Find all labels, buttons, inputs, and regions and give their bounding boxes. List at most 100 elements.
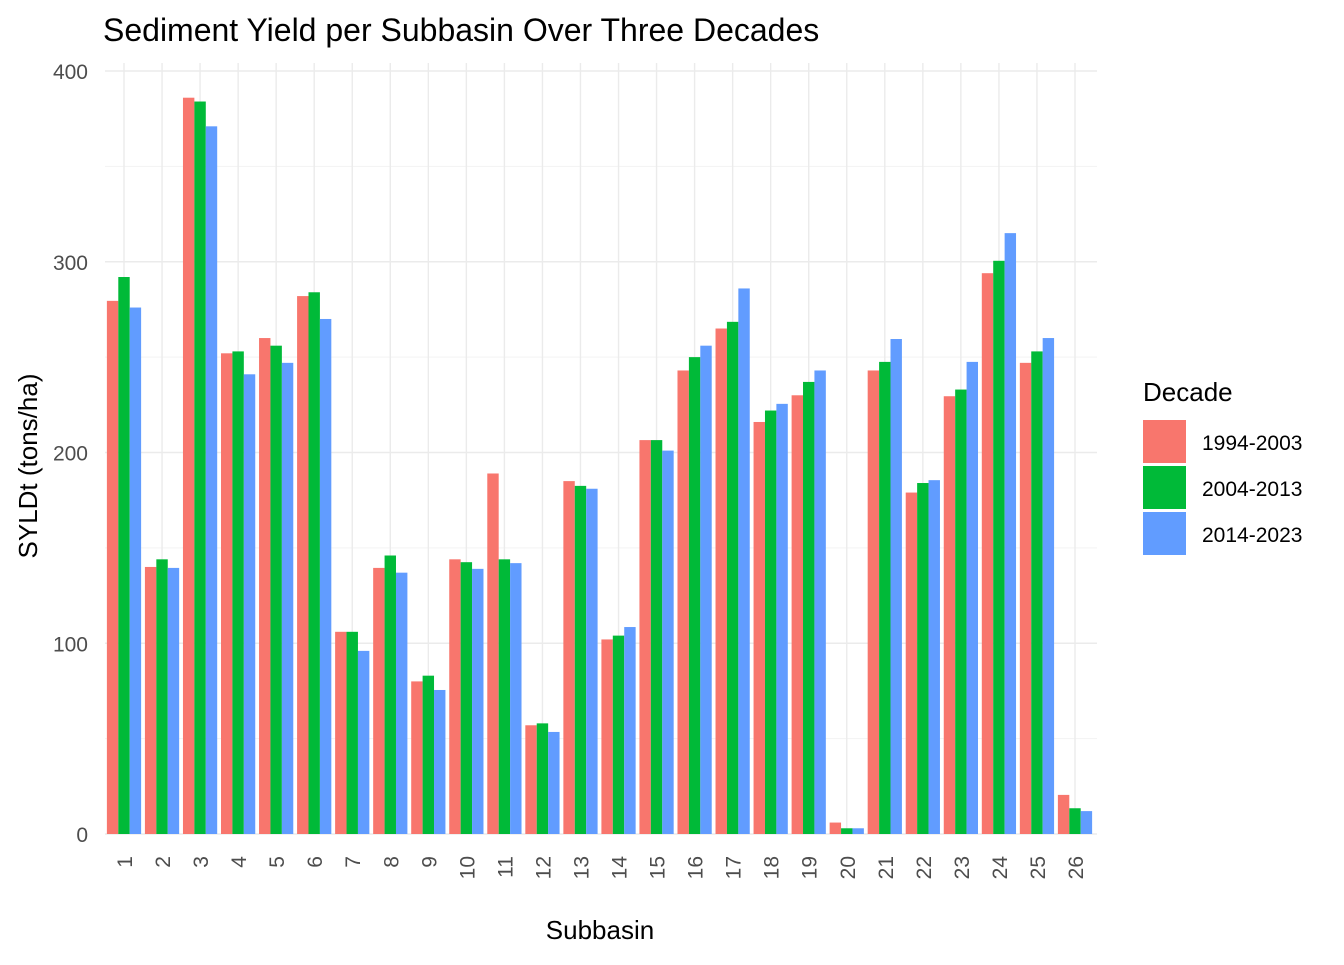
bar-2014-2023-subbasin-20 [852, 828, 864, 834]
bar-2004-2013-subbasin-4 [232, 351, 244, 834]
bar-2004-2013-subbasin-19 [803, 381, 815, 834]
bar-2014-2023-subbasin-4 [243, 374, 256, 834]
bar-2004-2013-subbasin-21 [879, 361, 891, 834]
bar-2014-2023-subbasin-19 [814, 370, 826, 834]
bar-2014-2023-subbasin-2 [167, 567, 180, 834]
x-tick-label: 11 [494, 856, 517, 878]
bar-2014-2023-subbasin-21 [890, 339, 902, 834]
x-tick-label: 4 [228, 856, 251, 868]
bar-2004-2013-subbasin-24 [993, 260, 1005, 834]
legend: Decade 1994-2003 2004-2013 2014-2023 [1143, 377, 1302, 555]
bar-2014-2023-subbasin-25 [1042, 338, 1055, 834]
x-tick-label: 9 [418, 856, 441, 868]
bar-1994-2003-subbasin-5 [259, 338, 271, 834]
legend-label: 2014-2023 [1202, 524, 1302, 547]
bar-2004-2013-subbasin-7 [346, 631, 358, 834]
bar-2004-2013-subbasin-17 [726, 321, 739, 834]
y-axis-label: SYLDt (tons/ha) [13, 374, 43, 559]
x-tick-label: 25 [1027, 856, 1050, 879]
x-tick-label: 17 [723, 856, 746, 879]
bar-2004-2013-subbasin-6 [308, 292, 320, 834]
bar-1994-2003-subbasin-15 [639, 440, 651, 834]
bar-2004-2013-subbasin-23 [955, 389, 967, 834]
x-axis-ticks: 1 2 3 4 5 6 7 8 9 10 11 12 13 14 15 16 17 18 19 20 21 22 23 24 2… [114, 856, 1088, 880]
bar-1994-2003-subbasin-9 [411, 681, 423, 834]
legend-title: Decade [1143, 377, 1233, 407]
bar-2014-2023-subbasin-9 [434, 689, 446, 834]
x-tick-label: 20 [837, 856, 860, 879]
x-tick-label: 23 [951, 856, 974, 879]
bar-1994-2003-subbasin-25 [1019, 362, 1032, 834]
bar-1994-2003-subbasin-2 [144, 566, 157, 834]
bar-2004-2013-subbasin-15 [650, 440, 663, 834]
bar-2004-2013-subbasin-20 [841, 828, 853, 834]
bar-2014-2023-subbasin-6 [319, 318, 332, 835]
x-tick-label: 7 [342, 856, 365, 868]
x-tick-label: 2 [152, 856, 175, 868]
x-tick-label: 22 [913, 856, 936, 879]
bar-1994-2003-subbasin-11 [487, 473, 499, 834]
x-tick-label: 15 [647, 856, 670, 879]
bar-2004-2013-subbasin-9 [422, 675, 435, 834]
bar-1994-2003-subbasin-26 [1057, 794, 1070, 834]
legend-label: 1994-2003 [1202, 432, 1302, 455]
x-tick-label: 10 [456, 856, 479, 879]
x-tick-label: 12 [532, 856, 555, 879]
x-tick-label: 14 [609, 856, 632, 880]
bar-2004-2013-subbasin-8 [384, 555, 396, 834]
bar-2014-2023-subbasin-11 [510, 563, 522, 834]
x-tick-label: 13 [570, 856, 593, 879]
bar-2014-2023-subbasin-16 [700, 345, 712, 834]
x-tick-label: 6 [304, 856, 327, 868]
bar-1994-2003-subbasin-10 [449, 559, 461, 834]
bar-2014-2023-subbasin-7 [357, 650, 370, 834]
y-tick-label: 200 [53, 443, 88, 466]
bar-2004-2013-subbasin-14 [612, 635, 625, 834]
bar-2014-2023-subbasin-24 [1004, 233, 1017, 834]
bar-1994-2003-subbasin-12 [525, 725, 537, 834]
bar-2014-2023-subbasin-1 [129, 307, 142, 834]
legend-swatch [1143, 420, 1186, 463]
bar-1994-2003-subbasin-24 [981, 273, 994, 834]
bar-1994-2003-subbasin-22 [905, 492, 918, 834]
bar-1994-2003-subbasin-20 [829, 822, 842, 834]
y-tick-label: 400 [53, 61, 88, 84]
y-axis-ticks: 0 100 200 300 400 [53, 61, 88, 847]
bar-1994-2003-subbasin-7 [335, 631, 347, 834]
bar-2014-2023-subbasin-5 [281, 362, 294, 834]
x-tick-label: 24 [989, 856, 1012, 880]
bar-1994-2003-subbasin-17 [715, 328, 727, 834]
bar-1994-2003-subbasin-16 [677, 370, 689, 834]
bar-2014-2023-subbasin-13 [586, 488, 598, 834]
bar-2004-2013-subbasin-13 [574, 485, 587, 834]
bar-1994-2003-subbasin-18 [753, 421, 765, 834]
x-tick-label: 5 [266, 856, 289, 868]
x-tick-label: 26 [1065, 856, 1088, 879]
bar-2004-2013-subbasin-22 [917, 483, 929, 834]
bar-1994-2003-subbasin-19 [791, 395, 804, 834]
bar-2004-2013-subbasin-16 [688, 357, 701, 834]
bar-2014-2023-subbasin-23 [966, 361, 978, 834]
bar-1994-2003-subbasin-8 [373, 567, 385, 834]
bar-2004-2013-subbasin-11 [498, 559, 511, 834]
x-tick-label: 3 [190, 856, 213, 868]
bar-1994-2003-subbasin-21 [867, 370, 880, 834]
bar-1994-2003-subbasin-4 [221, 353, 233, 834]
y-tick-label: 300 [53, 252, 88, 275]
bar-2014-2023-subbasin-12 [548, 731, 560, 834]
chart-title: Sediment Yield per Subbasin Over Three D… [103, 12, 819, 48]
x-tick-label: 8 [380, 856, 403, 868]
legend-swatch [1143, 466, 1186, 509]
bar-2014-2023-subbasin-14 [624, 627, 636, 834]
bar-2014-2023-subbasin-3 [205, 126, 218, 834]
x-axis-label: Subbasin [546, 915, 654, 945]
bar-1994-2003-subbasin-6 [297, 296, 309, 835]
y-tick-label: 0 [76, 824, 88, 847]
legend-swatch [1143, 512, 1186, 555]
bar-1994-2003-subbasin-14 [601, 639, 613, 834]
bar-2014-2023-subbasin-18 [776, 403, 788, 834]
bar-2004-2013-subbasin-2 [156, 559, 168, 834]
bar-1994-2003-subbasin-13 [563, 481, 575, 834]
bar-2014-2023-subbasin-8 [395, 572, 408, 834]
